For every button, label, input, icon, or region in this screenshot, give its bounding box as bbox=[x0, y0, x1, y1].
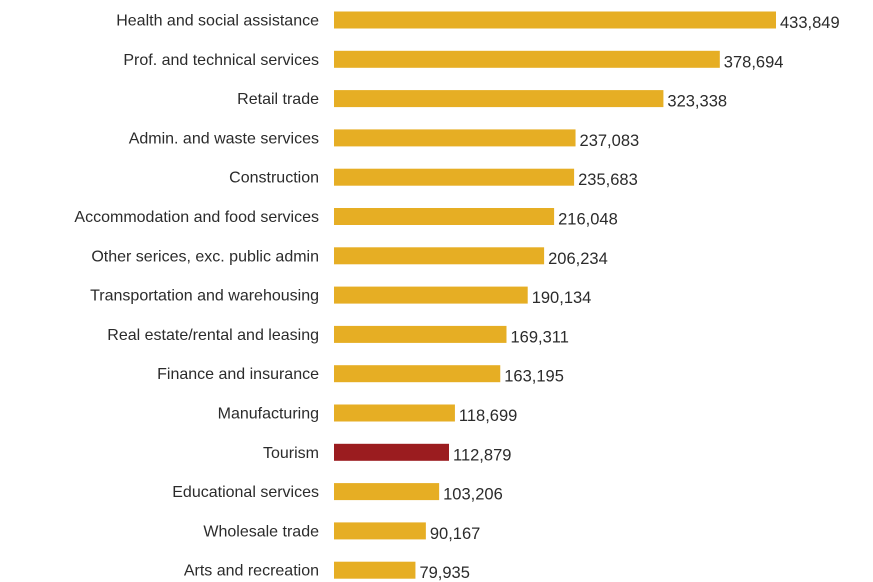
value-label-health-and-social-assistance: 433,849 bbox=[780, 14, 840, 32]
category-label-finance-and-insurance: Finance and insurance bbox=[157, 366, 319, 383]
value-label-educational-services: 103,206 bbox=[443, 486, 503, 504]
bar-health-and-social-assistance bbox=[334, 11, 776, 29]
bar-construction bbox=[334, 168, 575, 186]
category-label-health-and-social-assistance: Health and social assistance bbox=[116, 13, 319, 30]
category-label-manufacturing: Manufacturing bbox=[218, 406, 319, 423]
bar-finance-and-insurance bbox=[334, 365, 501, 383]
value-label-real-estate-rental-and-leasing: 169,311 bbox=[510, 328, 568, 346]
category-labels: Health and social assistance Prof. and te… bbox=[74, 13, 319, 580]
category-label-accommodation-and-food-services: Accommodation and food services bbox=[74, 209, 319, 226]
value-label-accommodation-and-food-services: 216,048 bbox=[558, 211, 618, 229]
category-label-admin-and-waste-services: Admin. and waste services bbox=[129, 130, 319, 147]
category-label-tourism: Tourism bbox=[263, 445, 319, 462]
value-label-admin-and-waste-services: 237,083 bbox=[580, 132, 640, 150]
bar-arts-and-recreation bbox=[334, 561, 416, 579]
bar-accommodation-and-food-services bbox=[334, 208, 555, 225]
category-label-prof-and-technical-services: Prof. and technical services bbox=[123, 52, 319, 69]
value-label-retail-trade: 323,338 bbox=[667, 93, 727, 111]
category-label-wholesale-trade: Wholesale trade bbox=[203, 523, 319, 540]
category-label-other-serices-exc-public-admin: Other serices, exc. public admin bbox=[91, 248, 319, 265]
category-label-arts-and-recreation: Arts and recreation bbox=[184, 563, 319, 580]
bar-retail-trade bbox=[334, 90, 664, 108]
value-label-arts-and-recreation: 79,935 bbox=[419, 564, 469, 582]
bar-real-estate-rental-and-leasing bbox=[334, 325, 507, 343]
value-label-finance-and-insurance: 163,195 bbox=[504, 368, 564, 386]
value-label-construction: 235,683 bbox=[578, 171, 638, 189]
category-label-construction: Construction bbox=[229, 170, 319, 187]
bar-prof-and-technical-services bbox=[334, 50, 720, 68]
value-label-tourism: 112,879 bbox=[453, 446, 511, 464]
bar-other-serices-exc-public-admin bbox=[334, 247, 545, 265]
category-label-transportation-and-warehousing: Transportation and warehousing bbox=[90, 288, 319, 305]
bar-tourism bbox=[334, 443, 449, 461]
bar-admin-and-waste-services bbox=[334, 129, 576, 147]
value-label-other-serices-exc-public-admin: 206,234 bbox=[548, 250, 608, 268]
category-label-retail-trade: Retail trade bbox=[237, 91, 319, 108]
bar-educational-services bbox=[334, 483, 440, 501]
value-label-transportation-and-warehousing: 190,134 bbox=[532, 289, 592, 307]
bars-layer bbox=[334, 11, 776, 579]
value-label-manufacturing: 118,699 bbox=[459, 407, 517, 425]
bar-manufacturing bbox=[334, 404, 455, 422]
value-label-wholesale-trade: 90,167 bbox=[430, 525, 480, 543]
category-label-real-estate-rental-and-leasing: Real estate/rental and leasing bbox=[107, 327, 319, 344]
value-labels: 433,849 378,694 323,338 237,083 235,683 216,0… bbox=[419, 14, 839, 582]
bar-transportation-and-warehousing bbox=[334, 286, 528, 304]
bar-wholesale-trade bbox=[334, 522, 426, 540]
category-label-educational-services: Educational services bbox=[172, 484, 319, 501]
value-label-prof-and-technical-services: 378,694 bbox=[724, 53, 784, 71]
